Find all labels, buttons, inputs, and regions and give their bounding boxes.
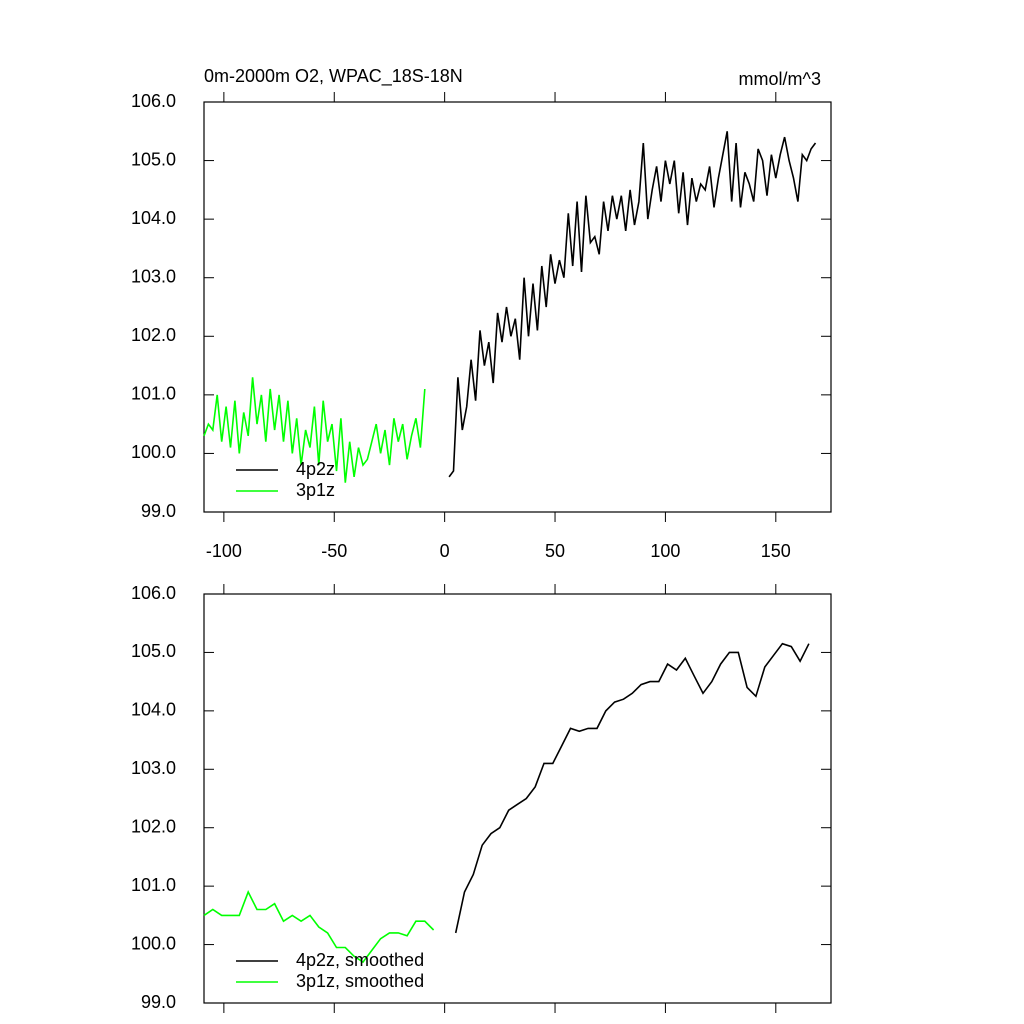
y-tick-label: 103.0 [131,266,176,286]
y-tick-label: 99.0 [141,501,176,521]
y-tick-label: 100.0 [131,442,176,462]
y-tick-label: 106.0 [131,91,176,111]
y-tick-label: 101.0 [131,384,176,404]
y-tick-label: 106.0 [131,583,176,603]
y-tick-label: 103.0 [131,758,176,778]
legend-label: 3p1z [296,480,335,500]
x-tick-label: -100 [206,541,242,561]
y-tick-label: 104.0 [131,208,176,228]
y-tick-label: 102.0 [131,816,176,836]
y-tick-label: 100.0 [131,933,176,953]
data-line [203,377,426,483]
y-tick-label: 102.0 [131,325,176,345]
x-tick-label: 0 [440,541,450,561]
units-label: mmol/m^3 [739,69,821,89]
data-line [454,642,810,934]
legend-label: 3p1z, smoothed [296,971,424,991]
plot-frame [203,593,832,1004]
x-tick-label: 150 [761,541,791,561]
y-tick-label: 105.0 [131,641,176,661]
y-tick-label: 104.0 [131,700,176,720]
chart-title: 0m-2000m O2, WPAC_18S-18N [204,66,463,87]
y-tick-label: 105.0 [131,149,176,169]
y-tick-label: 101.0 [131,875,176,895]
legend-label: 4p2z [296,459,335,479]
data-line [448,131,817,478]
y-tick-label: 99.0 [141,992,176,1012]
data-line [203,890,435,964]
x-tick-label: 50 [545,541,565,561]
x-tick-label: -50 [321,541,347,561]
plot-frame [203,101,832,513]
x-tick-label: 100 [650,541,680,561]
legend-label: 4p2z, smoothed [296,950,424,970]
